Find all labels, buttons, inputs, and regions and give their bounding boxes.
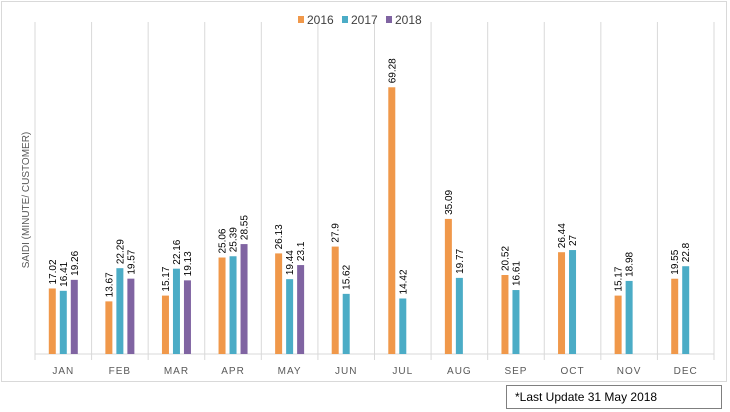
data-label: 69.28 [387, 58, 398, 83]
bar-may-2018 [297, 265, 305, 354]
data-label: 15.17 [161, 266, 172, 291]
data-label: 23.1 [296, 241, 307, 261]
x-tick-label: JUN [335, 366, 357, 377]
legend-label: 2017 [351, 13, 378, 27]
bar-oct-2016 [558, 252, 566, 354]
bar-mar-2017 [172, 268, 180, 354]
data-label: 19.55 [670, 249, 681, 274]
data-label: 19.77 [455, 248, 466, 273]
data-label: 27.9 [331, 223, 342, 243]
data-label: 14.42 [398, 269, 409, 294]
bar-jan-2018 [70, 279, 78, 354]
last-update-note: *Last Update 31 May 2018 [506, 385, 722, 409]
bars [48, 87, 690, 354]
bar-jan-2017 [59, 290, 67, 354]
bar-jul-2016 [388, 87, 396, 354]
grid-lines [34, 22, 715, 360]
data-label: 28.55 [240, 215, 251, 240]
data-label: 25.39 [229, 227, 240, 252]
data-label: 26.44 [557, 223, 568, 248]
data-label: 19.13 [183, 251, 194, 276]
bar-mar-2016 [161, 295, 169, 354]
x-tick-label: AUG [447, 366, 472, 377]
legend-swatch [298, 16, 304, 23]
bar-dec-2016 [671, 278, 679, 354]
bar-aug-2017 [455, 277, 463, 354]
bar-jan-2016 [48, 288, 56, 354]
data-label: 17.02 [48, 259, 59, 284]
bar-mar-2018 [183, 280, 191, 354]
legend-label: 2018 [395, 13, 422, 27]
data-label: 16.61 [511, 261, 522, 286]
legend-label: 2016 [307, 13, 334, 27]
data-label: 16.41 [59, 261, 70, 286]
data-label: 18.98 [625, 251, 636, 276]
bar-feb-2017 [116, 268, 124, 354]
bar-feb-2018 [127, 278, 135, 354]
bar-jun-2017 [342, 293, 350, 354]
x-tick-label: MAR [164, 366, 189, 377]
x-tick-label: JAN [52, 366, 74, 377]
data-label: 26.13 [274, 224, 285, 249]
bar-oct-2017 [569, 250, 577, 354]
data-label: 15.17 [614, 266, 625, 291]
bar-feb-2016 [105, 301, 113, 354]
bar-nov-2017 [625, 280, 633, 354]
x-tick-label: FEB [109, 366, 131, 377]
x-tick-label: OCT [560, 366, 584, 377]
bar-sep-2017 [512, 290, 520, 354]
bar-may-2017 [286, 279, 294, 354]
data-label: 20.52 [500, 246, 511, 271]
x-tick-label: MAY [278, 366, 302, 377]
bar-apr-2018 [240, 244, 248, 354]
x-tick-label: APR [221, 366, 245, 377]
data-label: 19.44 [285, 250, 296, 275]
data-label: 19.57 [126, 249, 137, 274]
legend-swatch [342, 16, 348, 23]
bar-aug-2016 [444, 218, 452, 354]
chart-frame: 17.02 16.41 19.26 13.67 22.29 19.57 15.17 22.16… [1, 1, 727, 382]
data-label: 22.29 [115, 239, 126, 264]
data-label: 15.62 [342, 264, 353, 289]
bar-dec-2017 [682, 266, 690, 354]
bar-apr-2016 [218, 257, 226, 354]
x-tick-label: NOV [617, 366, 642, 377]
x-axis-ticks: JAN FEB MAR APR MAY JUN JUL AUG SEP OCT NOV DEC [52, 366, 698, 377]
bar-jul-2017 [399, 298, 407, 354]
bar-sep-2016 [501, 274, 509, 354]
bar-may-2016 [275, 253, 283, 354]
bar-apr-2017 [229, 256, 237, 354]
legend: 2016 2017 2018 [298, 13, 422, 27]
legend-swatch [386, 16, 392, 23]
data-label: 25.06 [218, 228, 229, 253]
data-label: 27 [568, 234, 579, 246]
data-label: 35.09 [444, 189, 455, 214]
x-tick-label: SEP [504, 366, 527, 377]
data-label: 13.67 [104, 272, 115, 297]
data-label: 22.16 [172, 239, 183, 264]
x-tick-label: DEC [674, 366, 698, 377]
bar-nov-2016 [614, 295, 622, 354]
data-label: 22.8 [681, 242, 692, 262]
bar-jun-2016 [331, 246, 339, 354]
data-label: 19.26 [70, 250, 81, 275]
x-tick-label: JUL [392, 366, 413, 377]
y-axis-title: SAIDI (MINUTE/ CUSTOMER) [21, 132, 32, 268]
